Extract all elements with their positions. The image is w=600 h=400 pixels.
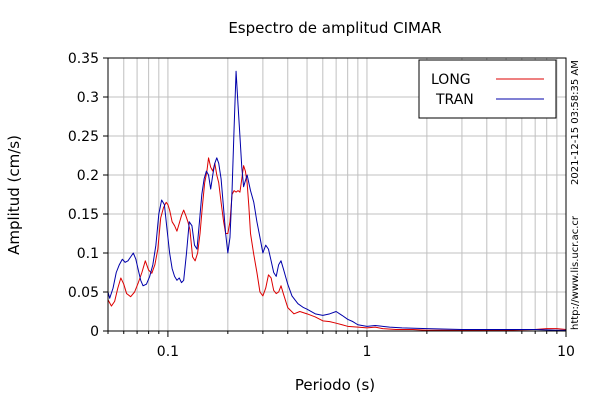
y-tick-label: 0.35 [68, 51, 99, 67]
plot-frame [107, 57, 567, 332]
x-tick-label: 10 [557, 344, 575, 360]
y-tick-label: 0.25 [68, 129, 99, 145]
y-tick-label: 0.05 [68, 285, 99, 301]
plot-series [107, 70, 567, 331]
source-url: http://www.lis.ucr.ac.cr [570, 215, 581, 330]
legend-label-tran: TRAN [435, 92, 474, 108]
x-tick-label: 1 [362, 344, 371, 360]
series-line-tran [107, 70, 566, 331]
y-tick-label: 0.3 [77, 90, 99, 106]
y-tick-label: 0.2 [77, 168, 99, 184]
grid-lines [107, 57, 567, 332]
y-tick-label: 0.15 [68, 207, 99, 223]
y-tick-label: 0 [90, 324, 99, 340]
axis-ticks: 0 0.05 0.1 0.15 0.2 0.25 0.3 0.35 0.1 1 10 [68, 51, 575, 360]
series-line-long [107, 157, 567, 331]
legend-box [418, 59, 557, 119]
chart-title: Espectro de amplitud CIMAR [228, 19, 441, 37]
y-axis-label: Amplitud (cm/s) [5, 135, 23, 255]
timestamp: 2021-12-15 03:58:35 AM [570, 60, 581, 185]
legend: LONG TRAN [418, 59, 557, 119]
x-axis-label: Periodo (s) [295, 376, 375, 394]
x-tick-label: 0.1 [157, 344, 179, 360]
legend-label-long: LONG [431, 72, 471, 88]
y-tick-label: 0.1 [77, 246, 99, 262]
